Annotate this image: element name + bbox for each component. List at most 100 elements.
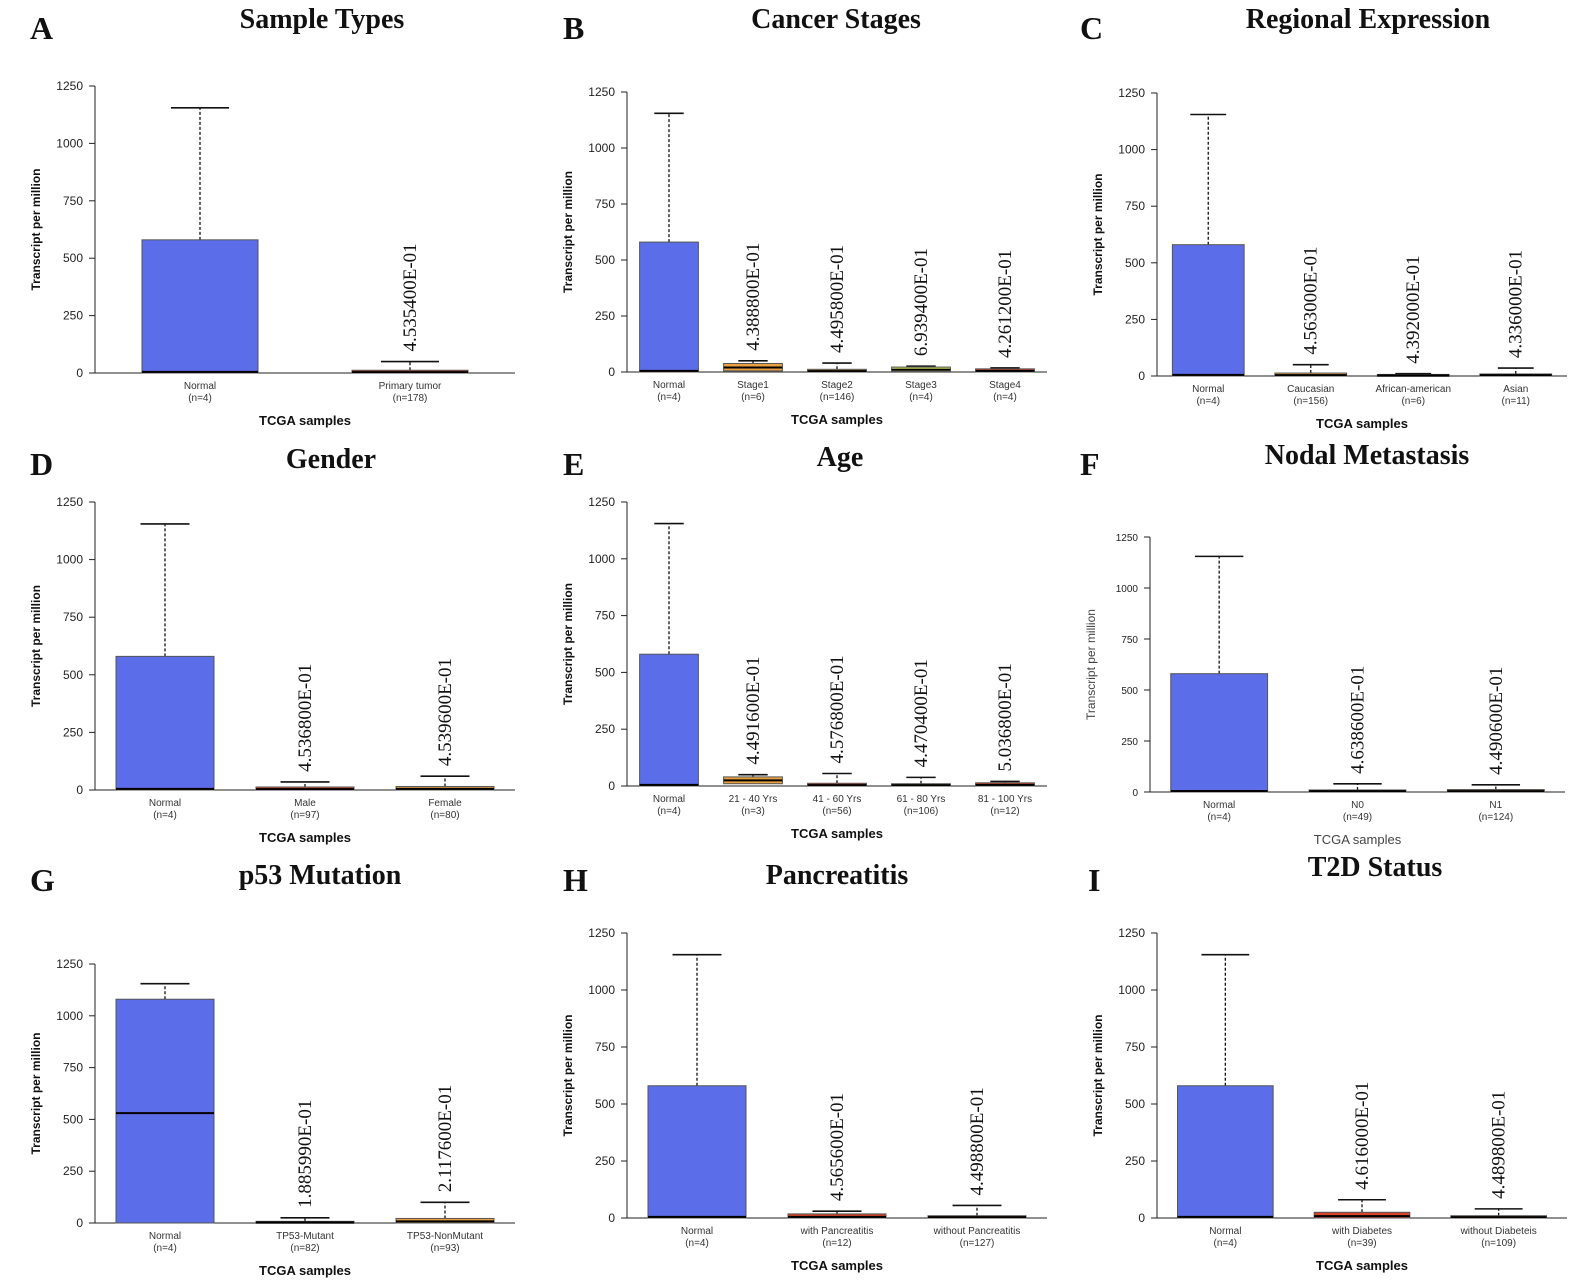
- y-tick-label: 1000: [1118, 983, 1145, 997]
- y-tick-label: 500: [1125, 1097, 1145, 1111]
- category-count: (n=178): [393, 393, 428, 404]
- category-count: (n=127): [960, 1238, 995, 1249]
- panel-letter: B: [563, 10, 585, 46]
- category-count: (n=4): [153, 1243, 177, 1254]
- p-value-annotation: 4.576800E-01: [827, 655, 848, 763]
- y-tick-label: 0: [1138, 1211, 1145, 1225]
- category-label: without Diabeteis: [1460, 1226, 1537, 1237]
- category-label: African-american: [1375, 384, 1451, 395]
- category-count: (n=12): [822, 1238, 851, 1249]
- panel-letter: H: [563, 862, 588, 898]
- y-axis-label: Transcript per million: [561, 171, 575, 293]
- category-label: Caucasian: [1287, 384, 1334, 395]
- p-value-annotation: 4.336000E-01: [1506, 250, 1527, 358]
- chart-title: p53 Mutation: [238, 860, 402, 891]
- x-axis-label: TCGA samples: [1316, 1258, 1408, 1273]
- y-tick-label: 500: [595, 253, 615, 267]
- y-tick-label: 750: [63, 194, 83, 208]
- y-axis-label: Transcript per million: [1091, 1014, 1105, 1136]
- x-axis-label: TCGA samples: [791, 412, 883, 427]
- y-tick-label: 0: [76, 1216, 83, 1230]
- box-normal: [115, 655, 215, 791]
- p-value-annotation: 4.491600E-01: [743, 656, 764, 764]
- x-axis-label: TCGA samples: [259, 1263, 351, 1278]
- y-tick-label: 0: [1132, 788, 1138, 799]
- y-tick-label: 250: [1125, 1154, 1145, 1168]
- panel-letter: C: [1080, 10, 1104, 46]
- p-value-annotation: 2.117600E-01: [435, 1085, 456, 1192]
- chart-title: Age: [816, 442, 864, 473]
- y-tick-label: 750: [63, 1061, 83, 1075]
- category-count: (n=6): [1401, 396, 1425, 407]
- y-tick-label: 750: [595, 609, 615, 623]
- y-tick-label: 500: [63, 1112, 83, 1126]
- y-tick-label: 250: [63, 725, 83, 739]
- category-count: (n=6): [741, 392, 765, 403]
- category-label: TP53-NonMutant: [407, 1231, 483, 1242]
- y-tick-label: 250: [63, 1164, 83, 1178]
- x-axis-label: TCGA samples: [791, 826, 883, 841]
- p-value-annotation: 4.563000E-01: [1301, 246, 1322, 354]
- y-axis-label: Transcript per million: [29, 585, 43, 707]
- y-tick-label: 750: [1121, 635, 1138, 646]
- category-label: Normal: [1192, 384, 1224, 395]
- y-axis-label: Transcript per million: [561, 583, 575, 705]
- category-label: Stage1: [737, 380, 769, 391]
- p-value-annotation: 4.498800E-01: [967, 1087, 988, 1195]
- y-tick-label: 0: [76, 366, 83, 380]
- y-axis-label: Transcript per million: [561, 1014, 575, 1136]
- category-label: Female: [428, 798, 462, 809]
- y-tick-label: 750: [595, 1040, 615, 1054]
- panel-letter: G: [30, 862, 55, 898]
- p-value-annotation: 4.535400E-01: [400, 243, 421, 351]
- y-tick-label: 500: [1125, 256, 1145, 270]
- p-value-annotation: 4.490600E-01: [1486, 667, 1507, 775]
- y-tick-label: 500: [63, 251, 83, 265]
- category-label: Normal: [149, 798, 181, 809]
- category-count: (n=4): [1214, 1238, 1238, 1249]
- category-count: (n=156): [1293, 396, 1328, 407]
- x-axis-label: TCGA samples: [259, 413, 351, 428]
- category-count: (n=4): [685, 1238, 709, 1249]
- chart-title: Regional Expression: [1245, 4, 1491, 35]
- category-count: (n=146): [820, 392, 855, 403]
- box-normal: [1170, 673, 1269, 793]
- category-count: (n=39): [1347, 1238, 1376, 1249]
- category-label: Normal: [653, 380, 685, 391]
- box-normal: [1177, 1085, 1274, 1219]
- y-tick-label: 1000: [56, 553, 83, 567]
- chart-title: Nodal Metastasis: [1264, 440, 1470, 471]
- y-tick-label: 1000: [588, 983, 615, 997]
- y-tick-label: 500: [595, 1097, 615, 1111]
- y-tick-label: 0: [1138, 369, 1145, 383]
- y-tick-label: 0: [608, 779, 615, 793]
- p-value-annotation: 4.616000E-01: [1352, 1082, 1373, 1190]
- category-count: (n=49): [1343, 812, 1372, 823]
- y-tick-label: 1000: [1118, 143, 1145, 157]
- y-tick-label: 750: [63, 610, 83, 624]
- category-count: (n=106): [904, 806, 939, 817]
- p-value-annotation: 4.489800E-01: [1489, 1091, 1510, 1199]
- box-normal: [141, 239, 259, 374]
- category-label: with Diabetes: [1331, 1226, 1392, 1237]
- box-normal: [639, 241, 699, 373]
- category-label: without Pancreatitis: [933, 1226, 1021, 1237]
- category-count: (n=4): [1207, 812, 1231, 823]
- category-label: N1: [1489, 800, 1502, 811]
- y-tick-label: 0: [608, 1211, 615, 1225]
- p-value-annotation: 4.495800E-01: [827, 245, 848, 353]
- y-tick-label: 250: [1125, 312, 1145, 326]
- y-tick-label: 250: [63, 309, 83, 323]
- box-tumor: [1313, 1211, 1411, 1219]
- x-axis-label: TCGA samples: [1314, 832, 1402, 847]
- p-value-annotation: 4.392000E-01: [1403, 256, 1424, 364]
- p-value-annotation: 5.036800E-01: [995, 663, 1016, 771]
- chart-title: Pancreatitis: [765, 860, 909, 891]
- y-axis-label: Transcript per million: [29, 1032, 43, 1154]
- category-label: N0: [1351, 800, 1364, 811]
- category-count: (n=82): [290, 1243, 319, 1254]
